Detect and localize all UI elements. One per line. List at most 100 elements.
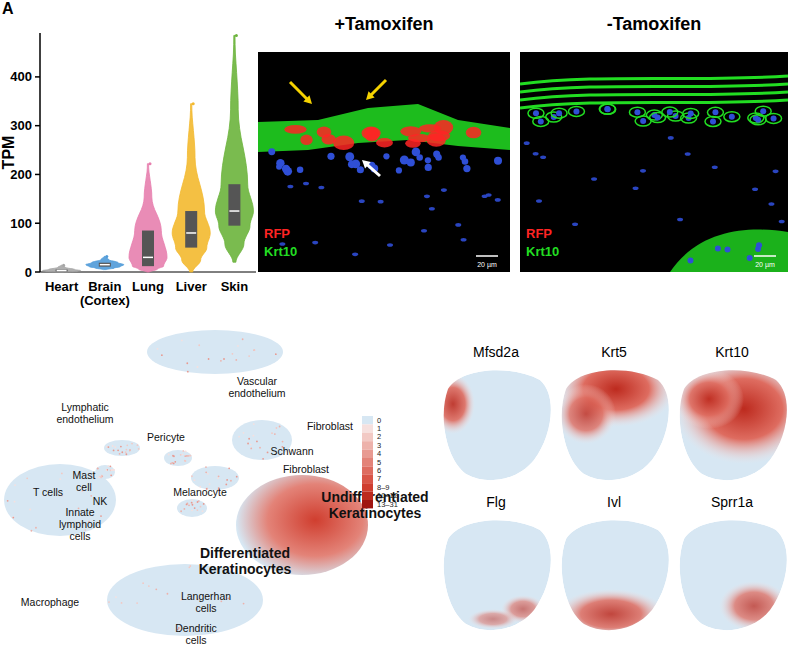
cell-dot (184, 460, 186, 462)
cluster-label: Dendriticcells (175, 622, 216, 646)
cell-dot (97, 468, 99, 470)
cluster (164, 450, 192, 466)
label-line: Langerhan (181, 590, 231, 602)
nucleus (710, 118, 716, 124)
nucleus (424, 195, 430, 199)
color-bar-cell (362, 424, 373, 432)
nucleus (429, 207, 435, 211)
nucleus (378, 200, 384, 204)
cluster-label: Schwann (270, 445, 313, 457)
cell-dot (186, 503, 188, 505)
cell-dot (14, 501, 16, 503)
micrograph (258, 52, 510, 272)
cell-dot (205, 466, 207, 468)
violin (129, 164, 167, 272)
rfp-cell (300, 135, 312, 146)
violins (43, 34, 254, 272)
y-tick (35, 76, 40, 78)
cluster-label: Innatelymphoidcells (59, 506, 101, 542)
cell-dot (184, 460, 186, 462)
image-bg (520, 52, 788, 272)
nucleus (407, 158, 415, 166)
cell-dot (109, 465, 111, 467)
cell-dot (203, 503, 205, 505)
nucleus (327, 153, 334, 160)
median (100, 264, 110, 266)
label-line: Brain (88, 279, 121, 294)
nucleus (572, 222, 578, 226)
label-line: Fibroblast (307, 420, 353, 432)
nucleus (556, 110, 562, 116)
cell-dot (191, 475, 193, 477)
cell-dot (209, 483, 211, 485)
cell-outline (635, 116, 651, 126)
cell-outline (724, 112, 740, 122)
max-point (192, 102, 195, 105)
label-line: endothelium (228, 387, 285, 399)
cell-dot (30, 530, 32, 532)
median (57, 270, 67, 272)
nucleus (773, 170, 779, 174)
cell-dot (12, 516, 14, 518)
expression (468, 609, 518, 629)
cell-dot (282, 441, 284, 443)
cluster-label: Vascularendothelium (228, 375, 285, 399)
nucleus (712, 165, 718, 169)
cell-dot (254, 349, 256, 351)
umap-shape (444, 520, 551, 630)
cell-dot (236, 476, 238, 478)
label-line: cells (185, 634, 206, 646)
cell-dot (101, 475, 103, 477)
channel-label: Krt10 (526, 244, 559, 259)
label-line: cell (76, 481, 92, 493)
cell-dot (115, 596, 117, 598)
cell-dot (207, 473, 209, 475)
channel-label: RFP (526, 226, 552, 241)
median (229, 210, 239, 212)
nucleus (455, 223, 461, 227)
cluster-label: UndifferentiatedKeratinocytes (321, 489, 428, 521)
krt10-layer (520, 92, 788, 100)
cell-dot (191, 509, 193, 511)
cell-dot (181, 340, 183, 342)
cell-dot (168, 454, 170, 456)
nucleus (482, 194, 488, 198)
cell-dot (198, 500, 200, 502)
cell-dot (184, 455, 186, 457)
cell-dot (138, 448, 140, 450)
nucleus (747, 255, 753, 261)
cell-dot (170, 463, 172, 465)
nucleus (533, 110, 539, 116)
cell-dot (262, 458, 264, 460)
cell-dot (100, 476, 102, 478)
nucleus (591, 177, 597, 181)
cell-dot (218, 475, 220, 477)
cell-dot (167, 593, 169, 595)
nucleus (425, 157, 431, 163)
gene-umap (556, 351, 676, 480)
median (143, 257, 153, 259)
cell-dot (155, 588, 157, 590)
y-tick-label: 100 (10, 216, 32, 231)
color-bar-label: 13–31 (377, 500, 398, 509)
x-tick-label: Brain(Cortex) (80, 279, 130, 308)
cluster-label: Langerhancells (181, 590, 231, 614)
nucleus (533, 152, 539, 156)
label-line: endothelium (56, 413, 113, 425)
cell-dot (111, 469, 113, 471)
cell-dot (142, 582, 144, 584)
nucleus (756, 242, 762, 248)
nucleus (633, 186, 639, 190)
label-line: Heart (45, 279, 79, 294)
rfp-cell (284, 125, 306, 134)
scale-bar-label: 20 µm (755, 261, 775, 269)
color-bar-cell (362, 416, 373, 424)
cell-dot (197, 366, 199, 368)
expression (556, 384, 616, 444)
nucleus (640, 169, 646, 173)
rfp-cell (376, 138, 393, 147)
nucleus (685, 152, 691, 156)
nucleus (755, 117, 761, 123)
cell-dot (112, 469, 114, 471)
cell-dot (205, 471, 207, 473)
